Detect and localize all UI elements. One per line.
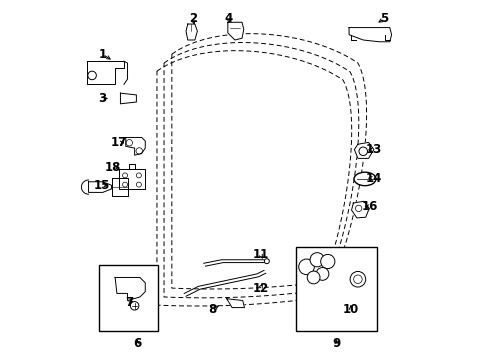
- Text: 11: 11: [252, 248, 268, 261]
- Circle shape: [315, 267, 328, 280]
- Circle shape: [320, 255, 334, 269]
- Text: 14: 14: [365, 172, 381, 185]
- Polygon shape: [351, 201, 368, 218]
- Text: 12: 12: [252, 282, 268, 294]
- Text: 1: 1: [99, 48, 106, 61]
- Polygon shape: [227, 22, 244, 40]
- Circle shape: [309, 253, 324, 267]
- Text: 13: 13: [365, 143, 381, 156]
- Polygon shape: [111, 178, 127, 196]
- Circle shape: [298, 259, 314, 275]
- Text: 7: 7: [125, 296, 133, 309]
- Ellipse shape: [353, 172, 375, 186]
- Polygon shape: [119, 169, 145, 189]
- Circle shape: [358, 147, 367, 156]
- Text: 3: 3: [98, 92, 106, 105]
- Text: 4: 4: [224, 12, 232, 25]
- Text: 16: 16: [362, 200, 378, 213]
- Text: 15: 15: [94, 179, 110, 192]
- Circle shape: [130, 302, 139, 310]
- Circle shape: [88, 71, 96, 80]
- Circle shape: [349, 271, 365, 287]
- Polygon shape: [86, 61, 124, 84]
- Polygon shape: [354, 143, 373, 158]
- Circle shape: [264, 259, 269, 264]
- Polygon shape: [120, 93, 136, 104]
- Polygon shape: [185, 24, 197, 40]
- Bar: [295, 247, 377, 330]
- Polygon shape: [88, 182, 111, 192]
- Text: 18: 18: [105, 161, 122, 174]
- Polygon shape: [115, 278, 145, 301]
- Bar: [99, 265, 157, 330]
- Polygon shape: [125, 138, 145, 155]
- Circle shape: [306, 271, 319, 284]
- Text: 17: 17: [110, 136, 126, 149]
- Text: 6: 6: [133, 337, 142, 350]
- Text: 10: 10: [342, 303, 358, 316]
- Polygon shape: [128, 164, 135, 169]
- Text: 2: 2: [189, 12, 197, 25]
- Text: 5: 5: [380, 12, 388, 25]
- Text: 9: 9: [332, 337, 340, 350]
- Polygon shape: [348, 28, 391, 42]
- Text: 8: 8: [208, 303, 216, 316]
- Polygon shape: [226, 299, 244, 307]
